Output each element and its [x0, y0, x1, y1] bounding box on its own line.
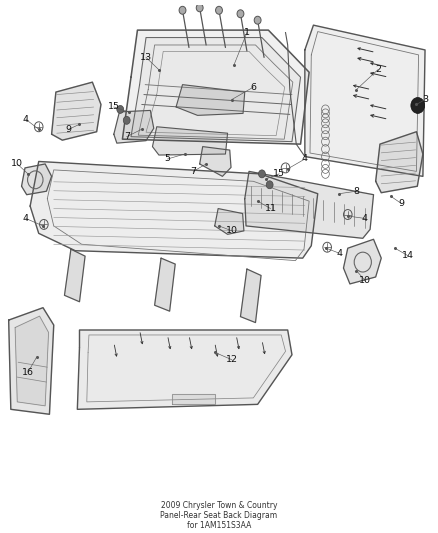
Polygon shape	[215, 208, 244, 235]
Text: 11: 11	[265, 204, 276, 213]
Circle shape	[117, 106, 124, 114]
Text: 9: 9	[399, 199, 404, 208]
Text: 2: 2	[375, 65, 381, 74]
Polygon shape	[200, 147, 231, 176]
Polygon shape	[64, 249, 85, 302]
Text: 14: 14	[402, 251, 414, 260]
Circle shape	[196, 4, 203, 12]
Polygon shape	[21, 164, 52, 195]
Text: 16: 16	[22, 368, 34, 377]
Polygon shape	[343, 239, 381, 284]
Text: 15: 15	[108, 102, 120, 111]
Text: 3: 3	[422, 95, 428, 104]
Polygon shape	[9, 308, 54, 414]
Text: 4: 4	[23, 214, 29, 223]
Text: 15: 15	[273, 169, 285, 179]
Text: 2009 Chrysler Town & Country
Panel-Rear Seat Back Diagram
for 1AM151S3AA: 2009 Chrysler Town & Country Panel-Rear …	[160, 500, 278, 530]
Circle shape	[179, 6, 186, 14]
Circle shape	[237, 10, 244, 18]
Circle shape	[411, 98, 424, 114]
Text: 4: 4	[23, 115, 29, 124]
Text: 7: 7	[124, 132, 130, 141]
Polygon shape	[30, 161, 318, 258]
Circle shape	[215, 6, 223, 14]
Text: 13: 13	[140, 53, 152, 62]
Text: 7: 7	[190, 167, 196, 176]
Text: 6: 6	[251, 83, 256, 92]
Polygon shape	[15, 316, 49, 406]
Circle shape	[254, 16, 261, 24]
Polygon shape	[152, 127, 228, 155]
Polygon shape	[240, 269, 261, 322]
Text: 10: 10	[359, 276, 371, 285]
Polygon shape	[131, 37, 300, 142]
Polygon shape	[52, 82, 101, 140]
Polygon shape	[123, 30, 309, 144]
Polygon shape	[176, 85, 245, 115]
Circle shape	[266, 181, 273, 189]
Polygon shape	[305, 25, 425, 176]
Polygon shape	[376, 132, 423, 193]
Text: 10: 10	[226, 227, 238, 236]
Text: 12: 12	[226, 356, 238, 364]
Text: 4: 4	[302, 155, 308, 164]
Polygon shape	[114, 110, 154, 143]
Text: 4: 4	[336, 249, 342, 257]
Polygon shape	[172, 394, 215, 405]
Text: 8: 8	[353, 187, 359, 196]
Text: 5: 5	[165, 155, 170, 164]
Text: 1: 1	[244, 28, 250, 37]
Text: 9: 9	[66, 125, 72, 134]
Polygon shape	[245, 172, 374, 238]
Circle shape	[258, 170, 265, 178]
Circle shape	[123, 116, 130, 124]
Text: 10: 10	[11, 159, 23, 168]
Text: 4: 4	[362, 214, 368, 223]
Polygon shape	[155, 258, 175, 311]
Polygon shape	[78, 330, 292, 409]
